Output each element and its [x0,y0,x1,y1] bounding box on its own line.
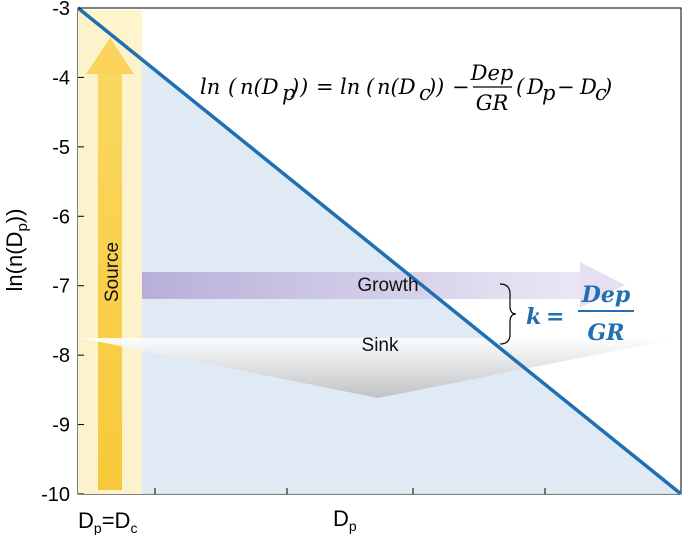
y-tick-label: -4 [52,67,70,89]
source-label: Source [102,242,123,302]
svg-text:D: D [526,75,544,99]
x-axis-ticks [154,488,546,494]
svg-text:=: = [316,75,334,99]
svg-text:D: D [579,75,597,99]
svg-text:): ) [290,75,299,99]
svg-text:(: ( [516,75,525,99]
equation-lhs: ln [200,75,220,99]
svg-text:): ) [435,75,444,99]
y-tick-label: -6 [52,206,70,228]
equation-fraction-den: GR [476,91,509,115]
svg-text:−: − [557,75,575,99]
svg-text:): ) [603,75,612,99]
svg-text:c: c [419,81,431,105]
svg-text:): ) [427,75,436,99]
y-axis-title: ln(n(Dp)) [2,209,31,292]
x-label-dp-dc: Dp=Dc [78,508,137,535]
source-arrow-shaft [98,74,122,490]
y-tick-label: -5 [52,137,70,159]
svg-text:(: ( [228,75,237,99]
y-tick-label: -8 [52,345,70,367]
svg-text:): ) [299,75,308,99]
y-tick-label: -3 [52,0,70,20]
k-equation: k = Dep GR [526,282,634,346]
svg-text:ln: ln [340,75,360,99]
y-tick-label: -7 [52,276,70,298]
sink-label: Sink [362,335,399,356]
svg-text:GR: GR [587,320,624,346]
svg-text:c: c [595,81,607,105]
main-equation: ln ( n(D p ) ) = ln ( n(D c ) ) − Dep GR… [200,61,612,115]
x-label-dp: Dp [333,506,357,534]
growth-arrow-head [580,262,625,308]
series-line [76,6,683,496]
svg-text:(: ( [366,75,375,99]
sink-arrow [80,338,680,398]
svg-text:k: k [526,304,541,330]
svg-text:n(D: n(D [377,75,416,99]
svg-text:−: − [452,75,470,99]
svg-text:p: p [282,81,295,105]
svg-text:=: = [546,304,564,330]
svg-text:p: p [542,81,555,105]
equation-fraction-num: Dep [470,61,514,85]
k-brace [499,283,517,345]
growth-label: Growth [357,275,418,296]
growth-arrow-shaft [142,272,582,299]
svg-text:Dep: Dep [581,282,631,308]
y-tick-label: -10 [41,484,70,506]
svg-text:n(D: n(D [240,75,279,99]
y-axis-ticks: -3 -4 -5 -6 -7 -8 -9 -10 [41,0,84,506]
y-tick-label: -9 [52,415,70,437]
source-arrow-head [86,38,134,74]
